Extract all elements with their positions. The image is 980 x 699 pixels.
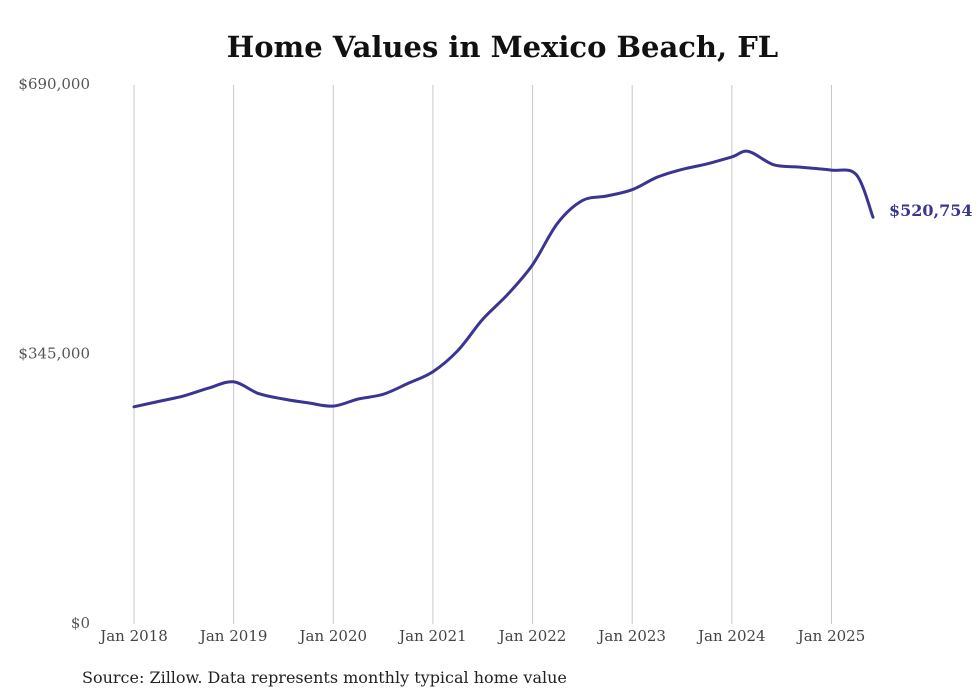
x-tick-label: Jan 2018 [98, 627, 168, 645]
y-tick-label: $345,000 [18, 345, 90, 363]
x-tick-label: Jan 2024 [696, 627, 766, 645]
gridlines [133, 85, 832, 624]
x-tick-label: Jan 2019 [198, 627, 268, 645]
chart-title: Home Values in Mexico Beach, FL [226, 30, 779, 64]
y-tick-label: $0 [71, 614, 90, 632]
x-tick-label: Jan 2023 [596, 627, 666, 645]
x-tick-label: Jan 2025 [796, 627, 866, 645]
source-note: Source: Zillow. Data represents monthly … [82, 668, 567, 687]
x-tick-label: Jan 2021 [397, 627, 467, 645]
x-axis-ticks: Jan 2018 Jan 2019 Jan 2020 Jan 2021 Jan 2022… [98, 627, 865, 645]
y-axis-ticks: $0 $345,000 $690,000 [18, 75, 90, 632]
series-line [132, 149, 875, 409]
x-tick-label: Jan 2020 [297, 627, 367, 645]
series-layer: $520,754 [132, 149, 973, 409]
end-value-label: $520,754 [889, 201, 973, 220]
y-tick-label: $690,000 [18, 75, 90, 93]
x-tick-label: Jan 2022 [497, 627, 567, 645]
